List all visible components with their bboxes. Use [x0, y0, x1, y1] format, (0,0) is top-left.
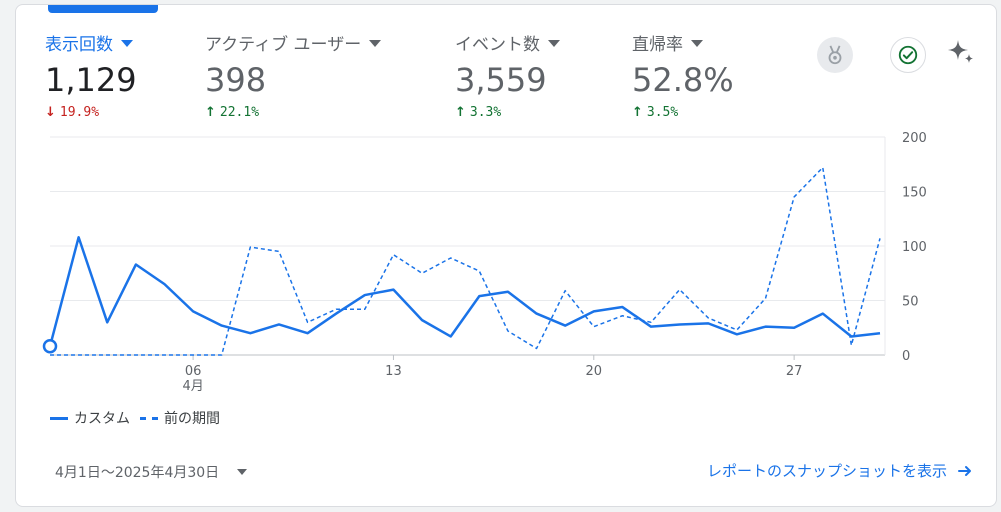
- metric-events-change: ↑ 3.3%: [455, 105, 560, 120]
- arrow-up-icon: ↑: [205, 105, 216, 120]
- overview-card: [15, 4, 997, 507]
- check-circle-icon[interactable]: [890, 37, 926, 73]
- metric-active-users-change: ↑ 22.1%: [205, 105, 381, 120]
- view-snapshot-link[interactable]: レポートのスナップショットを表示: [707, 460, 973, 481]
- legend-label-previous: 前の期間: [164, 411, 220, 427]
- arrow-down-icon: ↓: [45, 105, 56, 120]
- metric-views-change-value: 19.9%: [59, 105, 100, 120]
- metric-bounce-rate-change: ↑ 3.5%: [632, 105, 734, 120]
- metric-bounce-rate-change-value: 3.5%: [646, 105, 679, 120]
- chart-legend: カスタム 前の期間: [50, 408, 220, 428]
- metric-events-change-value: 3.3%: [469, 105, 502, 120]
- legend-label-current: カスタム: [74, 411, 130, 427]
- metric-active-users-label: アクティブ ユーザー: [205, 35, 362, 55]
- x-tick-label: 06: [185, 364, 202, 379]
- legend-item-current: カスタム: [50, 408, 130, 428]
- metric-bounce-rate-header[interactable]: 直帰率: [632, 30, 734, 55]
- metric-views-value: 1,129: [45, 61, 137, 99]
- chevron-down-icon: [691, 40, 703, 47]
- metric-views[interactable]: 表示回数 1,129 ↓ 19.9%: [45, 30, 137, 120]
- arrow-up-icon: ↑: [632, 105, 643, 120]
- legend-item-previous: 前の期間: [140, 408, 220, 428]
- metric-events-value: 3,559: [455, 61, 547, 99]
- arrow-up-icon: ↑: [455, 105, 466, 120]
- y-tick-label: 200: [902, 131, 927, 146]
- y-tick-label: 150: [902, 186, 927, 201]
- series-line-current: [48, 236, 881, 347]
- x-tick-label: 20: [586, 364, 603, 379]
- chevron-down-icon: [369, 40, 382, 47]
- arrow-right-icon: [958, 465, 971, 476]
- metric-active-users[interactable]: アクティブ ユーザー 398 ↑ 22.1%: [205, 30, 382, 120]
- metric-active-users-change-value: 22.1%: [219, 105, 260, 120]
- active-tab-indicator: [48, 5, 158, 13]
- date-range-selector[interactable]: 4月1日～2025年4月30日: [55, 462, 248, 482]
- metric-events-label: イベント数: [455, 35, 540, 55]
- chevron-down-icon: [548, 40, 560, 47]
- chevron-down-icon: [237, 469, 248, 475]
- metric-events[interactable]: イベント数 3,559 ↑ 3.3%: [455, 30, 560, 120]
- data-point-marker: [42, 339, 58, 354]
- achievement-badge-icon[interactable]: [817, 37, 853, 73]
- metric-views-header[interactable]: 表示回数: [45, 30, 137, 55]
- legend-swatch-solid: [50, 416, 68, 420]
- metric-bounce-rate[interactable]: 直帰率 52.8% ↑ 3.5%: [632, 30, 734, 120]
- metric-active-users-header[interactable]: アクティブ ユーザー: [205, 30, 382, 55]
- x-tick-sublabel: 4月: [182, 379, 203, 394]
- metric-events-header[interactable]: イベント数: [455, 30, 560, 55]
- chevron-down-icon: [121, 40, 133, 47]
- y-tick-label: 50: [902, 295, 919, 310]
- metric-active-users-value: 398: [205, 61, 267, 99]
- y-tick-label: 100: [902, 240, 927, 255]
- metric-views-change: ↓ 19.9%: [45, 105, 137, 120]
- metric-bounce-rate-value: 52.8%: [632, 61, 734, 99]
- series-line-previous: [50, 166, 881, 356]
- view-snapshot-label: レポートのスナップショットを表示: [706, 462, 947, 480]
- metric-views-label: 表示回数: [45, 35, 113, 55]
- date-range-label: 4月1日～2025年4月30日: [55, 465, 220, 481]
- x-tick-label: 13: [385, 364, 402, 379]
- metric-bounce-rate-label: 直帰率: [632, 35, 683, 55]
- y-tick-label: 0: [902, 349, 910, 364]
- x-tick-label: 27: [786, 364, 803, 379]
- sparkle-icon[interactable]: [943, 34, 979, 70]
- legend-swatch-dashed: [140, 416, 158, 420]
